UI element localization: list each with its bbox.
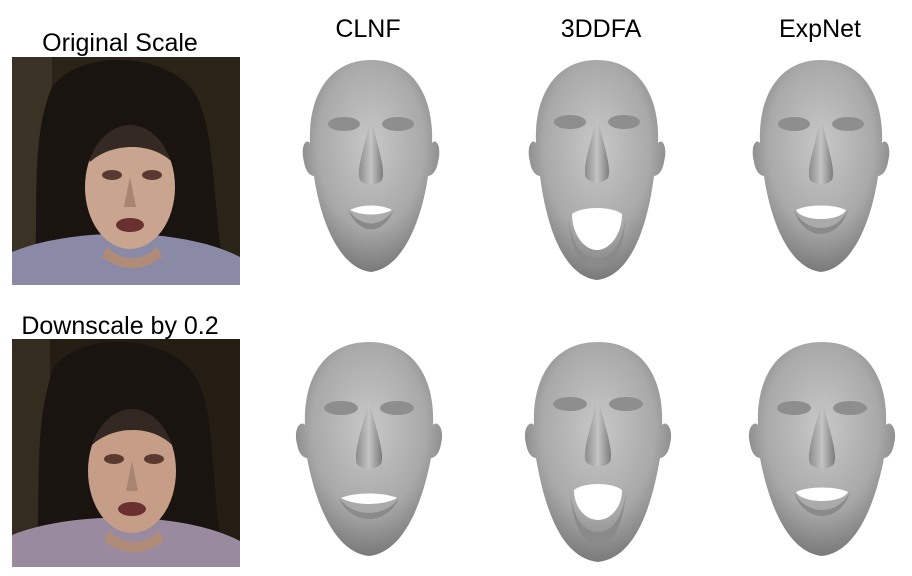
face-render-clnf-original xyxy=(296,58,446,283)
face-render-3ddfa-downscaled xyxy=(518,340,672,565)
face-render-expnet-original xyxy=(746,58,896,283)
column-title-3ddfa: 3DDFA xyxy=(560,15,642,43)
3d-face-mesh-render xyxy=(748,342,896,556)
3d-face-mesh-render xyxy=(528,60,666,280)
input-photo-original xyxy=(12,57,240,285)
crying-woman-photo xyxy=(12,57,240,285)
3d-face-mesh-render xyxy=(302,60,440,272)
3d-face-mesh-render xyxy=(752,60,890,272)
face-render-3ddfa-original xyxy=(522,58,672,283)
column-title-clnf: CLNF xyxy=(335,15,401,43)
face-render-expnet-downscaled xyxy=(742,340,896,565)
input-photo-downscaled xyxy=(12,339,240,567)
crying-woman-photo xyxy=(12,339,240,567)
row-label-downscale: Downscale by 0.2 xyxy=(21,312,219,340)
face-render-clnf-downscaled xyxy=(289,340,443,565)
3d-face-mesh-render xyxy=(295,342,443,556)
column-title-expnet: ExpNet xyxy=(779,15,861,43)
row-label-original-scale: Original Scale xyxy=(42,29,198,57)
3d-face-mesh-render xyxy=(524,342,672,562)
